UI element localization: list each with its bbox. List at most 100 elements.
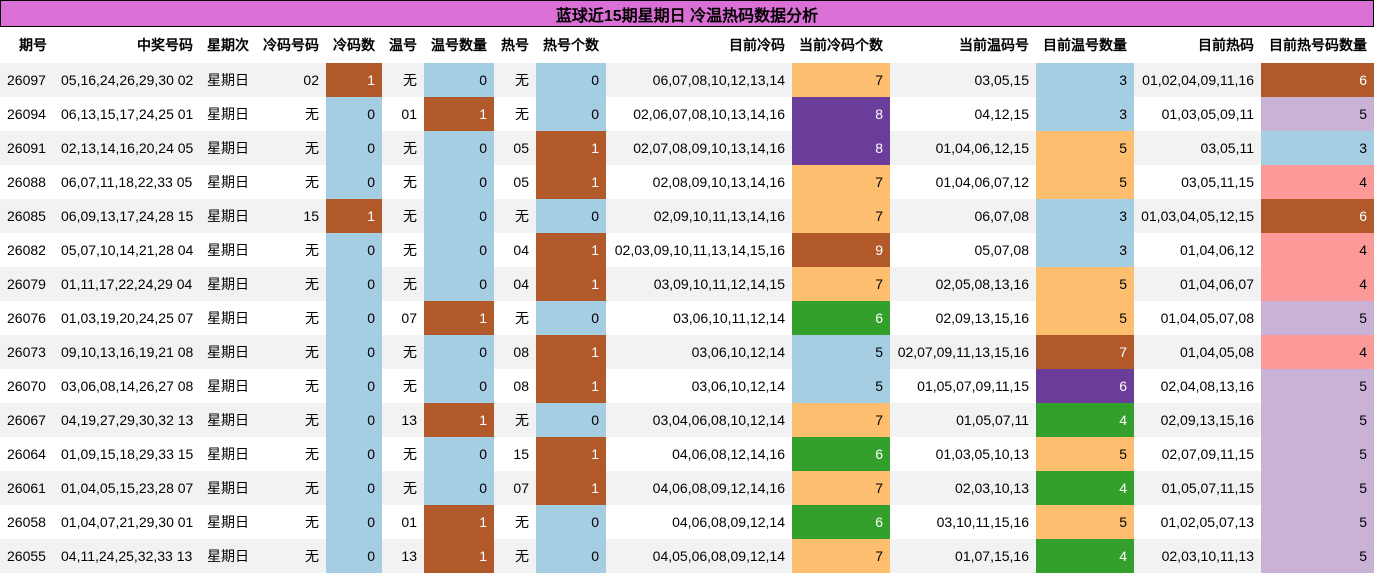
cur-cold-cell: 02,08,09,10,13,14,16 bbox=[606, 165, 792, 199]
warm-nums-cell: 13 bbox=[382, 403, 424, 437]
hot-nums-cell: 无 bbox=[494, 63, 536, 97]
warm-count-cell: 0 bbox=[424, 131, 494, 165]
header-row: 期号 中奖号码 星期次 冷码号码 冷码数 温号 温号数量 热号 热号个数 目前冷… bbox=[0, 27, 1374, 63]
hot-count-cell: 1 bbox=[536, 369, 606, 403]
cur-hot-count-cell: 5 bbox=[1261, 437, 1374, 471]
cur-hot-count-cell: 5 bbox=[1261, 471, 1374, 505]
cold-nums-cell: 无 bbox=[256, 97, 326, 131]
column-header: 温号数量 bbox=[424, 27, 494, 63]
weekday-cell: 星期日 bbox=[200, 437, 256, 471]
cur-warm-cell: 02,07,09,11,13,15,16 bbox=[890, 335, 1036, 369]
warm-nums-cell: 无 bbox=[382, 233, 424, 267]
cold-count-cell: 0 bbox=[326, 97, 382, 131]
cur-hot-cell: 03,05,11,15 bbox=[1134, 165, 1261, 199]
cur-warm-cell: 02,05,08,13,16 bbox=[890, 267, 1036, 301]
issue-cell: 26061 bbox=[0, 471, 54, 505]
cur-warm-count-cell: 5 bbox=[1036, 505, 1134, 539]
numbers-cell: 01,09,15,18,29,33 15 bbox=[54, 437, 200, 471]
column-header: 目前热号码数量 bbox=[1261, 27, 1374, 63]
hot-nums-cell: 04 bbox=[494, 267, 536, 301]
weekday-cell: 星期日 bbox=[200, 63, 256, 97]
cur-hot-cell: 03,05,11 bbox=[1134, 131, 1261, 165]
warm-nums-cell: 07 bbox=[382, 301, 424, 335]
cur-hot-cell: 01,02,04,09,11,16 bbox=[1134, 63, 1261, 97]
cur-hot-cell: 01,02,05,07,13 bbox=[1134, 505, 1261, 539]
cur-hot-count-cell: 6 bbox=[1261, 63, 1374, 97]
cur-warm-count-cell: 4 bbox=[1036, 539, 1134, 573]
column-header: 当前温码号 bbox=[890, 27, 1036, 63]
cur-hot-cell: 02,03,10,11,13 bbox=[1134, 539, 1261, 573]
column-header: 星期次 bbox=[200, 27, 256, 63]
hot-count-cell: 0 bbox=[536, 539, 606, 573]
hot-count-cell: 0 bbox=[536, 63, 606, 97]
column-header: 冷码数 bbox=[326, 27, 382, 63]
cold-nums-cell: 无 bbox=[256, 301, 326, 335]
hot-nums-cell: 无 bbox=[494, 301, 536, 335]
cur-cold-cell: 04,05,06,08,09,12,14 bbox=[606, 539, 792, 573]
warm-count-cell: 0 bbox=[424, 199, 494, 233]
hot-count-cell: 1 bbox=[536, 267, 606, 301]
hot-nums-cell: 无 bbox=[494, 199, 536, 233]
issue-cell: 26082 bbox=[0, 233, 54, 267]
cur-warm-count-cell: 3 bbox=[1036, 199, 1134, 233]
cold-nums-cell: 无 bbox=[256, 505, 326, 539]
warm-count-cell: 0 bbox=[424, 63, 494, 97]
weekday-cell: 星期日 bbox=[200, 369, 256, 403]
hot-count-cell: 1 bbox=[536, 233, 606, 267]
cur-cold-cell: 03,06,10,11,12,14 bbox=[606, 301, 792, 335]
numbers-cell: 01,11,17,22,24,29 04 bbox=[54, 267, 200, 301]
hot-nums-cell: 04 bbox=[494, 233, 536, 267]
table-row: 26073 09,10,13,16,19,21 08 星期日无 0 无 0 08 1 03,06… bbox=[0, 335, 1374, 369]
issue-cell: 26070 bbox=[0, 369, 54, 403]
column-header: 中奖号码 bbox=[54, 27, 200, 63]
cur-warm-cell: 02,09,13,15,16 bbox=[890, 301, 1036, 335]
cur-cold-cell: 04,06,08,09,12,14,16 bbox=[606, 471, 792, 505]
weekday-cell: 星期日 bbox=[200, 471, 256, 505]
cur-cold-count-cell: 8 bbox=[792, 97, 890, 131]
cold-nums-cell: 无 bbox=[256, 165, 326, 199]
cur-warm-count-cell: 5 bbox=[1036, 165, 1134, 199]
cur-hot-cell: 01,04,06,12 bbox=[1134, 233, 1261, 267]
cold-count-cell: 0 bbox=[326, 539, 382, 573]
cold-count-cell: 0 bbox=[326, 165, 382, 199]
numbers-cell: 04,11,24,25,32,33 13 bbox=[54, 539, 200, 573]
cur-cold-cell: 02,03,09,10,11,13,14,15,16 bbox=[606, 233, 792, 267]
cur-warm-count-cell: 5 bbox=[1036, 437, 1134, 471]
cold-nums-cell: 02 bbox=[256, 63, 326, 97]
cur-cold-cell: 03,06,10,12,14 bbox=[606, 369, 792, 403]
cur-cold-cell: 03,09,10,11,12,14,15 bbox=[606, 267, 792, 301]
cold-nums-cell: 无 bbox=[256, 539, 326, 573]
warm-nums-cell: 13 bbox=[382, 539, 424, 573]
cur-warm-cell: 01,05,07,11 bbox=[890, 403, 1036, 437]
column-header: 热号 bbox=[494, 27, 536, 63]
cold-nums-cell: 无 bbox=[256, 369, 326, 403]
numbers-cell: 01,03,19,20,24,25 07 bbox=[54, 301, 200, 335]
cur-hot-cell: 02,09,13,15,16 bbox=[1134, 403, 1261, 437]
cur-hot-count-cell: 5 bbox=[1261, 505, 1374, 539]
cur-cold-cell: 02,09,10,11,13,14,16 bbox=[606, 199, 792, 233]
cur-warm-count-cell: 3 bbox=[1036, 63, 1134, 97]
issue-cell: 26091 bbox=[0, 131, 54, 165]
cur-cold-count-cell: 7 bbox=[792, 165, 890, 199]
warm-count-cell: 0 bbox=[424, 471, 494, 505]
cur-hot-count-cell: 4 bbox=[1261, 267, 1374, 301]
cur-hot-cell: 01,05,07,11,15 bbox=[1134, 471, 1261, 505]
hot-nums-cell: 07 bbox=[494, 471, 536, 505]
warm-nums-cell: 无 bbox=[382, 471, 424, 505]
hot-count-cell: 0 bbox=[536, 199, 606, 233]
cur-cold-count-cell: 5 bbox=[792, 369, 890, 403]
cur-hot-count-cell: 5 bbox=[1261, 97, 1374, 131]
issue-cell: 26079 bbox=[0, 267, 54, 301]
table-row: 26064 01,09,15,18,29,33 15 星期日无 0 无 0 15 1 04,06… bbox=[0, 437, 1374, 471]
warm-nums-cell: 无 bbox=[382, 267, 424, 301]
hot-count-cell: 0 bbox=[536, 403, 606, 437]
weekday-cell: 星期日 bbox=[200, 233, 256, 267]
column-header: 目前冷码 bbox=[606, 27, 792, 63]
numbers-cell: 06,09,13,17,24,28 15 bbox=[54, 199, 200, 233]
cur-cold-count-cell: 8 bbox=[792, 131, 890, 165]
cur-warm-cell: 03,05,15 bbox=[890, 63, 1036, 97]
cur-warm-cell: 01,04,06,12,15 bbox=[890, 131, 1036, 165]
cur-cold-cell: 04,06,08,09,12,14 bbox=[606, 505, 792, 539]
issue-cell: 26097 bbox=[0, 63, 54, 97]
warm-count-cell: 0 bbox=[424, 335, 494, 369]
